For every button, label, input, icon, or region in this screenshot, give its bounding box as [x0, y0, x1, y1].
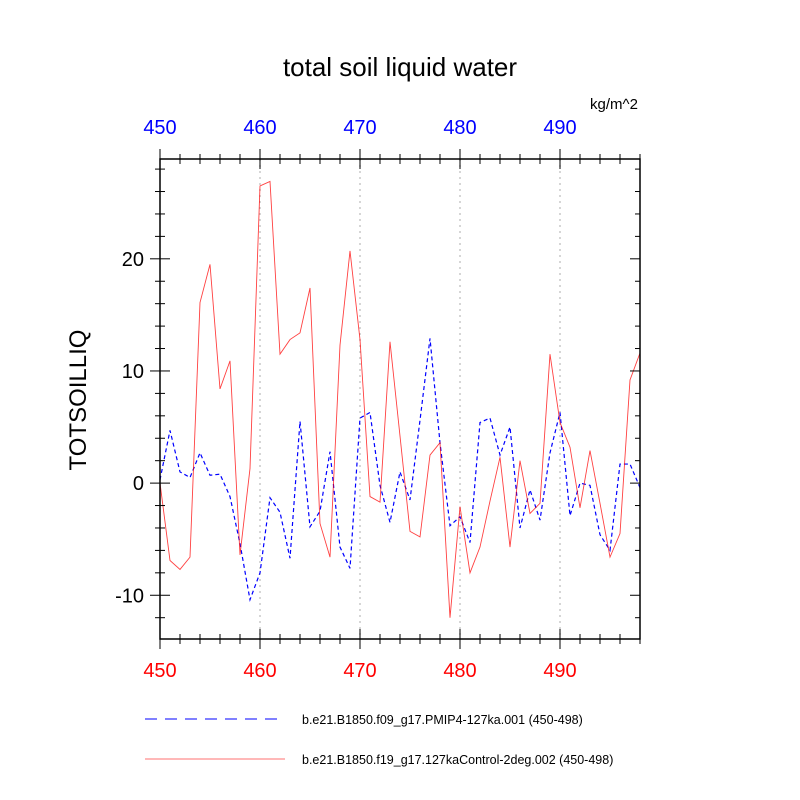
chart-title: total soil liquid water — [283, 52, 517, 82]
units-label: kg/m^2 — [590, 96, 638, 113]
x-tick-label-bottom: 480 — [443, 660, 476, 682]
y-tick-label: 10 — [122, 361, 144, 383]
y-tick-label: -10 — [115, 585, 144, 607]
series-line-1 — [159, 338, 641, 603]
legend-label-1: b.e21.B1850.f09_g17.PMIP4-127ka.001 (450… — [302, 713, 583, 727]
x-tick-label-top: 460 — [243, 117, 276, 139]
y-axis-label: TOTSOILLIQ — [65, 330, 92, 471]
x-tick-label-bottom: 460 — [243, 660, 276, 682]
x-tick-label-top: 470 — [343, 117, 376, 139]
legend-label-2: b.e21.B1850.f19_g17.127kaControl-2deg.00… — [302, 753, 613, 767]
y-tick-label: 0 — [133, 473, 144, 495]
x-tick-label-top: 480 — [443, 117, 476, 139]
x-tick-label-bottom: 470 — [343, 660, 376, 682]
series-line-2 — [159, 180, 641, 618]
x-tick-label-bottom: 450 — [143, 660, 176, 682]
x-tick-label-top: 490 — [543, 117, 576, 139]
y-tick-label: 20 — [122, 249, 144, 271]
x-tick-label-bottom: 490 — [543, 660, 576, 682]
x-tick-label-top: 450 — [143, 117, 176, 139]
